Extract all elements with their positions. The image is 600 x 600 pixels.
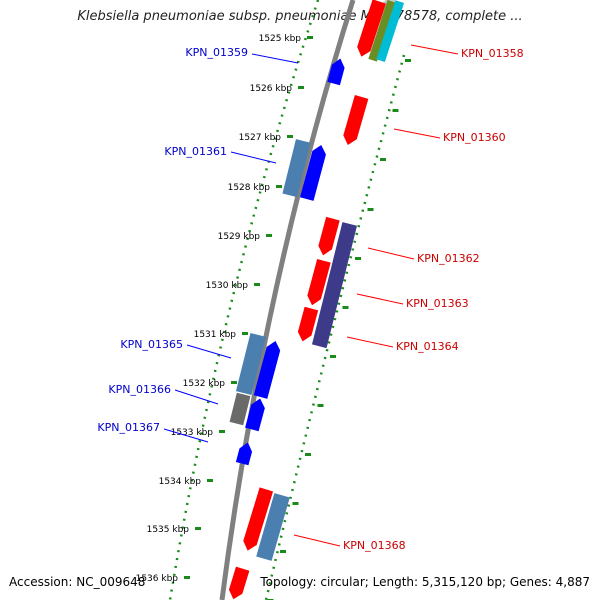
label-leader-right [367,247,415,260]
gene-label-left: KPN_01361 [164,145,227,158]
tick-label: 1526 kbp [250,84,293,94]
tick-label: 1536 kbp [136,574,179,584]
tick-mark [367,208,374,211]
map-title: Klebsiella pneumoniae subsp. pneumoniae … [77,9,523,24]
tick-mark [330,355,336,358]
tick-label: 1528 kbp [228,183,271,193]
tick-mark [184,576,190,579]
cds-kpn-01368 [256,493,290,561]
topology-text: Topology: circular; Length: 5,315,120 bp… [260,575,590,589]
gene-segment-olive [368,0,397,62]
tick-label: 1529 kbp [218,232,261,242]
cds-kpn-01364 [311,222,358,349]
gene-label-right: KPN_01364 [396,340,459,353]
tick-mark [287,135,293,138]
label-leader-right [293,534,341,547]
tick-label: 1534 kbp [159,477,202,487]
tick-mark [242,332,248,335]
tick-label: 1531 kbp [194,330,237,340]
gene-kpn-01361 [299,144,326,201]
gene-segment-cyan [376,0,405,62]
tick-label: 1527 kbp [239,133,282,143]
tick-mark [355,257,361,260]
gene-label-left: KPN_01365 [120,338,183,351]
gene-label-left: KPN_01359 [185,46,248,59]
cds-kpn-01366 [229,392,251,426]
tick-mark [195,527,201,530]
tick-mark [207,479,213,482]
gene-label-right: KPN_01362 [417,252,480,265]
cds-kpn-01365 [235,332,267,396]
scale-line-left [168,0,320,600]
gene-kpn-01367 [235,442,253,466]
tick-label: 1533 kbp [171,428,214,438]
gene-kpn-01364-part [297,306,319,342]
tick-label: 1532 kbp [183,379,226,389]
label-leader-left [174,389,219,405]
gene-label-right: KPN_01358 [461,47,524,60]
label-leader-right [410,44,459,55]
gene-label-left: KPN_01367 [97,421,160,434]
tick-mark [342,306,349,309]
tick-mark [307,36,313,39]
label-leader-right [356,293,404,305]
tick-mark [219,430,225,433]
gene-label-right: KPN_01368 [343,539,406,552]
gene-label-left: KPN_01366 [108,383,171,396]
tick-mark [266,234,272,237]
tick-label: 1530 kbp [206,281,249,291]
gene-kpn-01366 [245,398,265,432]
tick-mark [231,381,237,384]
gene-label-right: KPN_01360 [443,131,506,144]
accession-text: Accession: NC_009648 [9,575,146,589]
tick-mark [405,59,411,62]
tick-mark [280,550,286,553]
tick-mark [392,109,399,112]
cds-kpn-01361 [282,139,311,198]
tick-mark [292,502,299,505]
tick-mark [380,158,386,161]
tick-mark [298,86,304,89]
label-leader-left [163,428,209,443]
tick-label: 1535 kbp [147,525,190,535]
scale-line-right [264,54,406,600]
label-leader-right [393,128,441,139]
gene-kpn-01368 [243,487,274,551]
gene-partial-bottom [228,566,250,600]
gene-label-right: KPN_01363 [406,297,469,310]
tick-label: 1525 kbp [259,34,302,44]
tick-mark [254,283,260,286]
gene-kpn-01363 [307,258,331,306]
gene-kpn-01360 [343,95,369,145]
tick-mark [305,453,311,456]
gene-kpn-01358 [357,0,386,57]
label-leader-left [251,53,299,64]
tick-mark [276,185,282,188]
gene-kpn-01362 [318,216,340,256]
label-leader-left [186,344,232,359]
gene-kpn-01359 [327,58,345,86]
gene-kpn-01365 [253,340,281,399]
tick-mark [317,404,324,407]
label-leader-right [346,336,394,348]
label-leader-left [230,151,277,164]
